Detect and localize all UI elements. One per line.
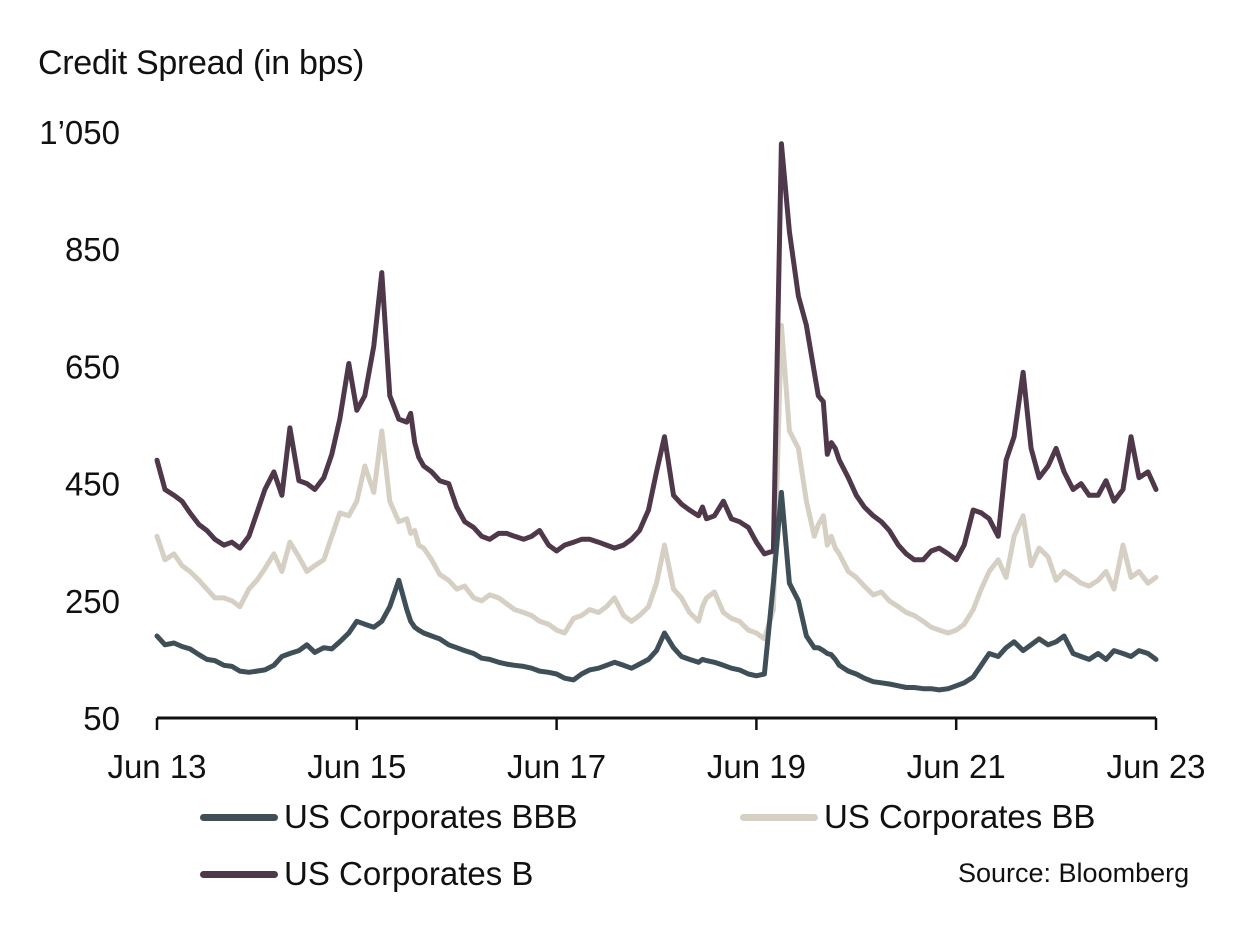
y-tick-label: 50 xyxy=(83,700,120,737)
x-tick-label: Jun 21 xyxy=(907,748,1006,785)
y-tick-label: 450 xyxy=(65,466,120,503)
series-line-us-corporates-b xyxy=(154,141,1159,563)
x-tick-label: Jun 15 xyxy=(307,748,406,785)
x-tick-label: Jun 13 xyxy=(107,748,206,785)
y-tick-label: 650 xyxy=(65,348,120,385)
legend-swatch-bb xyxy=(740,813,818,821)
y-tick-label: 1’050 xyxy=(39,114,120,151)
x-tick-label: Jun 19 xyxy=(707,748,806,785)
y-tick-label: 250 xyxy=(65,583,120,620)
legend-label-bbb: US Corporates BBB xyxy=(284,798,578,835)
x-tick-label: Jun 23 xyxy=(1106,748,1205,785)
legend-label-bb: US Corporates BB xyxy=(824,798,1096,835)
y-axis-title: Credit Spread (in bps) xyxy=(38,44,364,82)
legend-item-bb: US Corporates BB xyxy=(740,798,1095,836)
source-note: Source: Bloomberg xyxy=(958,858,1190,888)
legend-swatch-bbb xyxy=(200,813,278,821)
legend-swatch-b xyxy=(200,870,278,878)
series-line-us-corporates-bb xyxy=(154,322,1159,642)
y-tick-label: 850 xyxy=(65,231,120,268)
legend-item-bbb: US Corporates BBB xyxy=(200,798,577,836)
x-tick-label: Jun 17 xyxy=(507,748,606,785)
legend-item-b: US Corporates B xyxy=(200,855,533,893)
series-line-us-corporates-bbb xyxy=(154,489,1159,693)
legend-label-b: US Corporates B xyxy=(284,855,534,892)
